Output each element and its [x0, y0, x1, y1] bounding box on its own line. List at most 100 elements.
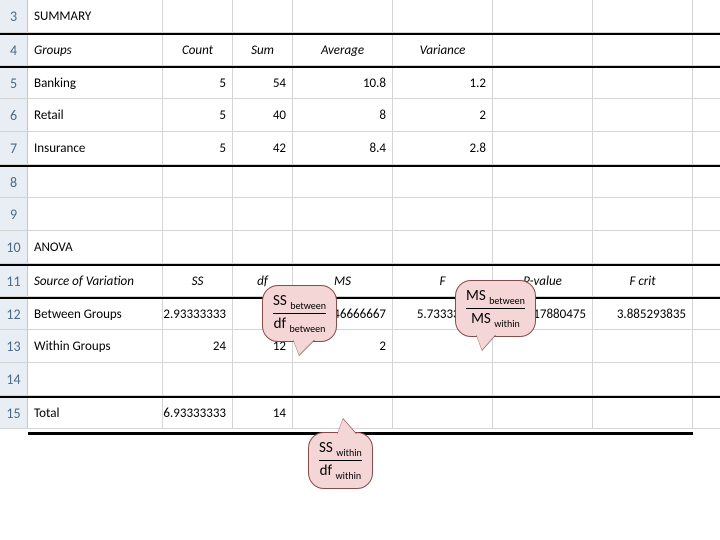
header-ss[interactable]: SS: [163, 266, 233, 296]
row-9: 9: [0, 198, 720, 231]
formula-den: df: [274, 315, 286, 333]
header-groups[interactable]: Groups: [28, 35, 163, 65]
cell[interactable]: [28, 198, 163, 230]
df-value[interactable]: 14: [233, 398, 293, 428]
average-value[interactable]: 8.4: [293, 132, 393, 164]
cell[interactable]: [233, 231, 293, 263]
cell[interactable]: [163, 363, 233, 395]
group-name[interactable]: Retail: [28, 99, 163, 131]
average-value[interactable]: 10.8: [293, 68, 393, 98]
source-label[interactable]: Total: [28, 398, 163, 428]
cell[interactable]: [293, 198, 393, 230]
cell[interactable]: [593, 231, 693, 263]
cell[interactable]: [293, 363, 393, 395]
header-variance[interactable]: Variance: [393, 35, 493, 65]
row-header[interactable]: 12: [0, 299, 28, 329]
cell[interactable]: [493, 35, 593, 65]
formula-num-sub: within: [336, 446, 362, 459]
cell[interactable]: [393, 0, 493, 32]
source-label[interactable]: Within Groups: [28, 330, 163, 362]
cell[interactable]: [493, 231, 593, 263]
cell[interactable]: [28, 363, 163, 395]
row-header[interactable]: 11: [0, 266, 28, 296]
cell[interactable]: [293, 0, 393, 32]
cell[interactable]: [163, 167, 233, 197]
row-header[interactable]: 15: [0, 398, 28, 428]
cell[interactable]: [493, 68, 593, 98]
cell[interactable]: [493, 99, 593, 131]
fcrit-value[interactable]: [593, 398, 693, 428]
cell[interactable]: [593, 35, 693, 65]
row-header[interactable]: 5: [0, 68, 28, 98]
formula-num-sub: between: [290, 299, 326, 312]
ss-value[interactable]: 24: [163, 330, 233, 362]
group-name[interactable]: Insurance: [28, 132, 163, 164]
cell[interactable]: [493, 198, 593, 230]
header-average[interactable]: Average: [293, 35, 393, 65]
count-value[interactable]: 5: [163, 68, 233, 98]
cell[interactable]: [493, 167, 593, 197]
row-13: 13 Within Groups 24 12 2: [0, 330, 720, 363]
row-header[interactable]: 7: [0, 132, 28, 164]
anova-title[interactable]: ANOVA: [28, 231, 163, 263]
cell[interactable]: [493, 363, 593, 395]
cell[interactable]: [293, 167, 393, 197]
cell[interactable]: [593, 167, 693, 197]
formula-num-sub: between: [489, 294, 525, 307]
row-header[interactable]: 6: [0, 99, 28, 131]
average-value[interactable]: 8: [293, 99, 393, 131]
cell[interactable]: [163, 0, 233, 32]
header-sum[interactable]: Sum: [233, 35, 293, 65]
cell[interactable]: [393, 167, 493, 197]
variance-value[interactable]: 2.8: [393, 132, 493, 164]
cell[interactable]: [593, 198, 693, 230]
cell[interactable]: [493, 132, 593, 164]
pvalue-value[interactable]: [493, 398, 593, 428]
header-source[interactable]: Source of Variation: [28, 266, 163, 296]
row-header[interactable]: 3: [0, 0, 28, 32]
cell[interactable]: [163, 231, 233, 263]
header-fcrit[interactable]: F crit: [593, 266, 693, 296]
cell[interactable]: [28, 167, 163, 197]
fcrit-value[interactable]: 3.885293835: [593, 299, 693, 329]
cell[interactable]: [493, 0, 593, 32]
spreadsheet-grid: 3 SUMMARY 4 Groups Count Sum Average Var…: [0, 0, 720, 429]
cell[interactable]: [233, 363, 293, 395]
count-value[interactable]: 5: [163, 99, 233, 131]
ss-value[interactable]: 22.93333333: [163, 299, 233, 329]
cell[interactable]: [393, 363, 493, 395]
group-name[interactable]: Banking: [28, 68, 163, 98]
sum-value[interactable]: 54: [233, 68, 293, 98]
row-header[interactable]: 8: [0, 167, 28, 197]
row-14: 14: [0, 363, 720, 396]
fcrit-value[interactable]: [593, 330, 693, 362]
cell[interactable]: [593, 363, 693, 395]
cell[interactable]: [393, 231, 493, 263]
cell[interactable]: [233, 0, 293, 32]
row-header[interactable]: 9: [0, 198, 28, 230]
row-header[interactable]: 14: [0, 363, 28, 395]
row-11: 11 Source of Variation SS df MS F P-valu…: [0, 264, 720, 297]
f-value[interactable]: [393, 398, 493, 428]
cell[interactable]: [233, 198, 293, 230]
cell[interactable]: [593, 132, 693, 164]
cell[interactable]: [593, 68, 693, 98]
summary-title[interactable]: SUMMARY: [28, 0, 163, 32]
cell[interactable]: [593, 0, 693, 32]
cell[interactable]: [233, 167, 293, 197]
cell[interactable]: [593, 99, 693, 131]
row-header[interactable]: 4: [0, 35, 28, 65]
variance-value[interactable]: 2: [393, 99, 493, 131]
count-value[interactable]: 5: [163, 132, 233, 164]
cell[interactable]: [293, 231, 393, 263]
cell[interactable]: [393, 198, 493, 230]
row-header[interactable]: 10: [0, 231, 28, 263]
cell[interactable]: [163, 198, 233, 230]
ss-value[interactable]: 46.93333333: [163, 398, 233, 428]
sum-value[interactable]: 40: [233, 99, 293, 131]
variance-value[interactable]: 1.2: [393, 68, 493, 98]
header-count[interactable]: Count: [163, 35, 233, 65]
source-label[interactable]: Between Groups: [28, 299, 163, 329]
sum-value[interactable]: 42: [233, 132, 293, 164]
row-header[interactable]: 13: [0, 330, 28, 362]
